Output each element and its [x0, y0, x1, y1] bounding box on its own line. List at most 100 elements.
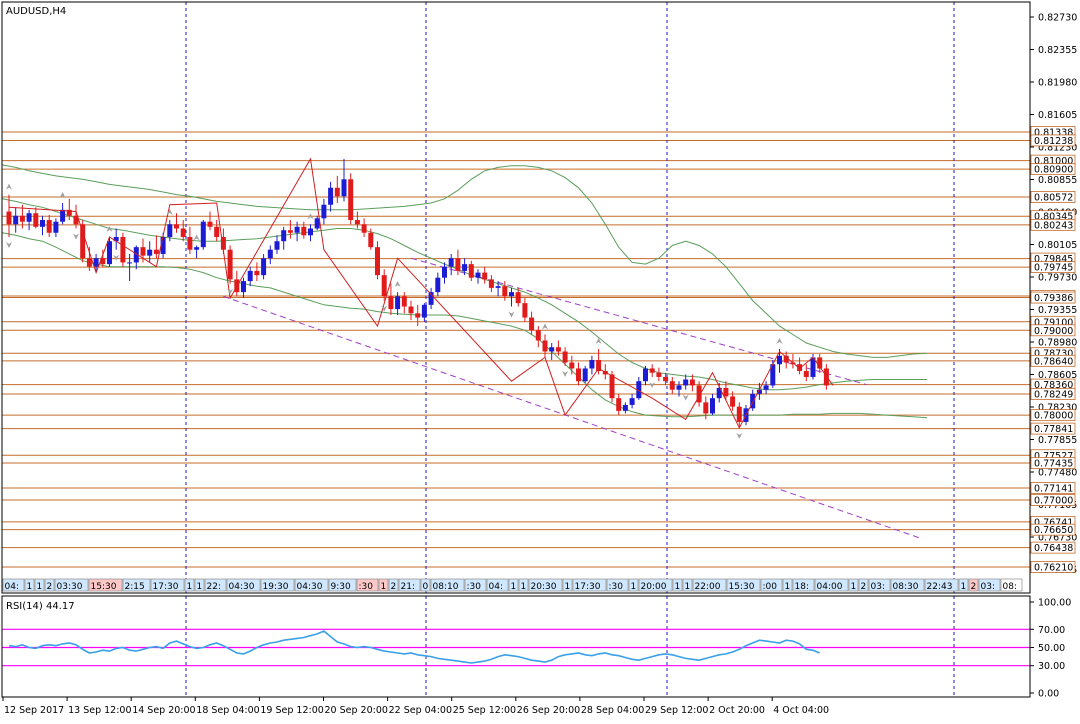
event-label: 1 [187, 582, 193, 592]
candle [455, 249, 461, 276]
fractal-down-arrow [682, 394, 689, 401]
candle [542, 334, 548, 358]
candle-body [86, 258, 92, 267]
rsi-tick-label: 70.00 [1038, 625, 1065, 636]
candle [629, 393, 635, 409]
candle-body [649, 368, 655, 373]
rsi-tick-label: 30.00 [1038, 661, 1065, 672]
event-marker: 03:30 [54, 578, 89, 592]
event-label: 2:15 [125, 582, 145, 592]
price-tick-label: 0.82730 [1038, 13, 1077, 24]
event-marker: 0 [420, 578, 431, 592]
candle [810, 354, 816, 380]
candle-body [435, 277, 441, 293]
candle [576, 362, 581, 386]
candle [522, 298, 528, 322]
candle-body [314, 218, 320, 229]
event-box [726, 578, 761, 592]
event-label: 9:30 [331, 582, 351, 592]
price-tick-label: 0.81230 [1038, 143, 1077, 154]
fractal-up-arrow [394, 281, 401, 288]
candle-body [549, 347, 555, 352]
event-label: 20:30 [531, 582, 557, 592]
candle [368, 228, 374, 250]
event-box [968, 578, 979, 592]
event-marker: :30 [356, 578, 379, 592]
fractal-down-arrow [381, 305, 388, 312]
level-label-box [1030, 494, 1076, 506]
event-label: 1 [381, 582, 387, 592]
fractal-down-arrow [736, 432, 743, 439]
candle [214, 220, 220, 242]
candle-body [381, 275, 387, 297]
candle [683, 374, 689, 390]
time-scale: 12 Sep 2017 13 Sep 12:00 14 Sep 20:00 18 Se… [2, 697, 829, 716]
period-separators [185, 2, 955, 697]
event-box [260, 578, 295, 592]
event-box [184, 578, 195, 592]
event-label: 15:30 [91, 582, 117, 592]
event-label: 04:30 [297, 582, 323, 592]
candle-body [495, 286, 501, 288]
time-tick-label: 4 Oct 04:00 [773, 705, 829, 716]
event-label: :30 [467, 582, 482, 592]
candle-body [294, 226, 300, 233]
event-label: 1 [521, 582, 527, 592]
candle-body [596, 359, 602, 372]
price-tick-label: 0.77480 [1038, 468, 1077, 479]
candle-body [482, 272, 488, 280]
candle [40, 215, 45, 236]
candle-body [777, 355, 782, 365]
level-label-box [1030, 422, 1076, 435]
candle-body [783, 355, 789, 363]
candle [80, 220, 86, 263]
level-label-box [1030, 457, 1076, 469]
candle [19, 204, 25, 229]
event-box [924, 578, 959, 592]
candle [636, 376, 642, 400]
candle-body [46, 220, 52, 233]
event-marker: 15:30 [726, 578, 761, 592]
event-marker: 2:15 [122, 578, 151, 592]
candle-body [261, 258, 267, 276]
time-tick-label: 20 Sep 20:00 [325, 705, 388, 716]
candle-body [207, 221, 213, 227]
candle [696, 381, 702, 407]
event-box [1000, 578, 1023, 592]
candle-body [656, 372, 662, 377]
level-label-box [1030, 218, 1076, 231]
level-label: 0.77435 [1034, 459, 1073, 470]
candle [147, 241, 153, 263]
candle [120, 232, 126, 267]
candle [689, 374, 695, 392]
candle [267, 245, 273, 265]
event-label: 2 [861, 582, 867, 592]
level-label: 0.78249 [1034, 390, 1073, 401]
candle [817, 354, 823, 373]
candle-body [562, 351, 568, 363]
candle-body [40, 220, 45, 227]
candle-body [421, 304, 427, 318]
fractal-markers [6, 183, 783, 439]
event-marker: 1 [34, 578, 45, 592]
event-marker: 22:43 [924, 578, 959, 592]
time-tick-label: 12 Sep 2017 [4, 705, 64, 716]
time-tick-label: 19 Sep 12:00 [260, 705, 323, 716]
event-label: 1 [685, 582, 691, 592]
candle [750, 389, 756, 411]
price-tick-label: 0.80855 [1038, 175, 1077, 186]
event-marker: 08:10 [430, 578, 465, 592]
level-label: 0.79100 [1034, 317, 1073, 328]
channel-line [223, 295, 921, 539]
candle [475, 269, 481, 284]
event-box [848, 578, 859, 592]
candle [167, 220, 173, 242]
event-box [294, 578, 329, 592]
candle-body [113, 236, 119, 242]
event-label: 1 [565, 582, 571, 592]
candle [321, 198, 327, 225]
candle-body [26, 213, 32, 222]
event-box [692, 578, 727, 592]
